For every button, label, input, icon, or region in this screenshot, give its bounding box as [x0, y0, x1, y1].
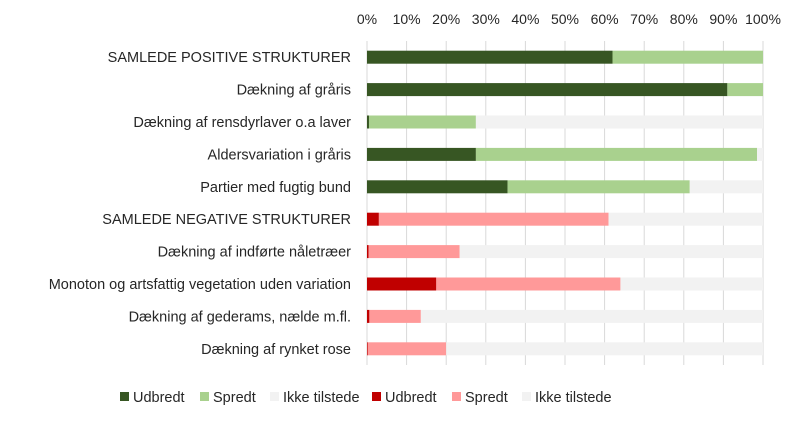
bar-segment-positive-udbredt — [367, 115, 369, 129]
bar-segment-negative-udbredt — [367, 342, 368, 356]
category-label: Dækning af indførte nåletræer — [158, 245, 352, 261]
legend-item: Spredt — [200, 390, 256, 406]
bar-segment-positive-ikke-tilstede — [689, 180, 763, 194]
bar-segment-negative-udbredt — [367, 309, 370, 323]
x-tick-label: 0% — [357, 11, 377, 27]
x-tick-label: 90% — [709, 11, 737, 27]
legend-item: Udbredt — [120, 390, 185, 406]
bar-segment-negative-spredt — [367, 342, 447, 356]
bar-segment-positive-spredt — [727, 83, 763, 97]
legend-swatch — [270, 392, 279, 401]
category-label: SAMLEDE POSITIVE STRUKTURER — [108, 50, 351, 66]
category-label: Monoton og artsfattig vegetation uden va… — [49, 277, 351, 293]
x-tick-label: 60% — [591, 11, 619, 27]
bar-segment-negative-ikke-tilstede — [446, 342, 763, 356]
bar-segment-negative-ikke-tilstede — [459, 245, 763, 259]
bar-segment-negative-ikke-tilstede — [420, 309, 763, 323]
x-axis-ticks: 0% 10% 20% 30% 40% 50% 60% 70% 80% 90% 100% — [357, 11, 781, 27]
bar-segment-positive-spredt — [507, 180, 690, 194]
x-tick-label: 30% — [472, 11, 500, 27]
bar-segment-positive-udbredt — [367, 83, 728, 97]
bar-segment-positive-ikke-tilstede — [757, 147, 763, 161]
x-tick-label: 50% — [551, 11, 579, 27]
legend-label: Spredt — [213, 390, 256, 406]
legend-label: Spredt — [465, 390, 508, 406]
bar-segment-negative-udbredt — [367, 277, 437, 291]
bar-segment-positive-spredt — [612, 50, 763, 64]
legend: Udbredt Spredt Ikke tilstede Udbredt Spredt I… — [120, 390, 612, 406]
legend-swatch — [120, 392, 129, 401]
legend-label: Ikke tilstede — [535, 390, 612, 406]
legend-label: Udbredt — [385, 390, 437, 406]
x-tick-label: 20% — [432, 11, 460, 27]
legend-swatch — [372, 392, 381, 401]
legend-item: Ikke tilstede — [270, 390, 360, 406]
category-label: Dækning af rynket rose — [201, 342, 351, 358]
bar-segment-negative-ikke-tilstede — [608, 212, 763, 226]
x-tick-label: 70% — [630, 11, 658, 27]
x-tick-label: 80% — [670, 11, 698, 27]
x-tick-label: 100% — [745, 11, 781, 27]
legend-item: Ikke tilstede — [522, 390, 612, 406]
x-tick-label: 10% — [393, 11, 421, 27]
bar-segment-negative-spredt — [368, 245, 460, 259]
bar-segment-negative-ikke-tilstede — [620, 277, 763, 291]
legend-swatch — [452, 392, 461, 401]
bar-segment-positive-udbredt — [367, 180, 508, 194]
bar-segment-negative-spredt — [436, 277, 621, 291]
legend-item: Spredt — [452, 390, 508, 406]
bar-segment-positive-udbredt — [367, 147, 476, 161]
legend-label: Ikke tilstede — [283, 390, 360, 406]
bar-segment-positive-spredt — [368, 115, 476, 129]
category-label: Dækning af rensdyrlaver o.a laver — [133, 115, 351, 131]
legend-label: Udbredt — [133, 390, 185, 406]
legend-item: Udbredt — [372, 390, 437, 406]
bar-segment-negative-udbredt — [367, 212, 379, 226]
category-label: Aldersvariation i gråris — [208, 147, 351, 163]
x-tick-label: 40% — [511, 11, 539, 27]
legend-swatch — [522, 392, 531, 401]
bar-segment-negative-udbredt — [367, 245, 369, 259]
bar-segment-negative-spredt — [369, 309, 421, 323]
category-label: SAMLEDE NEGATIVE STRUKTURER — [102, 212, 351, 228]
category-labels: SAMLEDE POSITIVE STRUKTURER Dækning af gr… — [49, 50, 351, 358]
bar-segment-positive-spredt — [475, 147, 758, 161]
category-label: Dækning af gederams, nælde m.fl. — [129, 309, 351, 325]
bar-segment-negative-spredt — [378, 212, 609, 226]
bars — [367, 50, 763, 356]
category-label: Dækning af gråris — [237, 83, 351, 99]
category-label: Partier med fugtig bund — [200, 180, 351, 196]
bar-segment-positive-udbredt — [367, 50, 613, 64]
legend-swatch — [200, 392, 209, 401]
bar-segment-positive-ikke-tilstede — [475, 115, 763, 129]
